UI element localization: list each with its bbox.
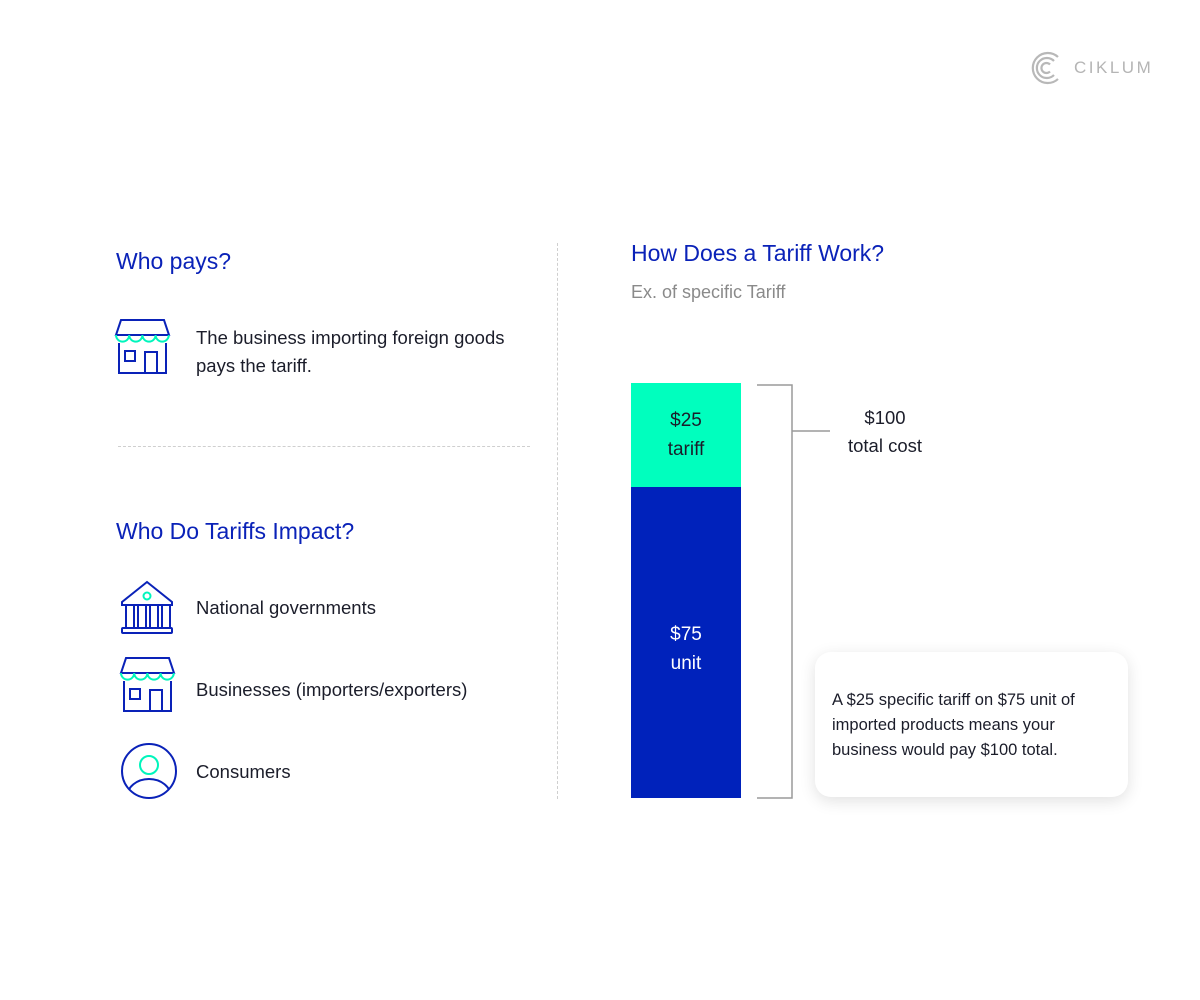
tariff-title: How Does a Tariff Work? <box>631 240 885 266</box>
ciklum-logo: CIKLUM <box>1028 50 1153 86</box>
unit-value-label: $75 <box>670 623 702 645</box>
vertical-divider <box>557 243 558 799</box>
tariff-name-label: tariff <box>667 438 705 460</box>
total-name: total cost <box>847 435 923 456</box>
impact-item-businesses: Businesses (importers/exporters) <box>196 679 468 700</box>
total-label: $100 total cost <box>835 404 935 460</box>
explanation-text: A $25 specific tariff on $75 unit of imp… <box>832 691 1075 759</box>
total-bracket <box>757 384 830 799</box>
who-pays-title: Who pays? <box>116 248 232 274</box>
impact-item-consumers: Consumers <box>196 761 291 782</box>
store-icon <box>119 657 176 712</box>
ciklum-logo-text: CIKLUM <box>1074 58 1154 77</box>
unit-bar-segment: $75 unit <box>631 486 741 798</box>
explanation-callout: A $25 specific tariff on $75 unit of imp… <box>815 652 1128 797</box>
unit-name-label: unit <box>670 652 702 674</box>
government-building-icon <box>121 580 173 634</box>
who-pays-text: The business importing foreign goods pay… <box>196 327 505 376</box>
ciklum-logo-icon <box>1031 51 1059 85</box>
store-icon <box>114 319 171 374</box>
tariff-bar-segment: $25 tariff <box>631 383 741 487</box>
total-value: $100 <box>864 407 906 428</box>
user-icon <box>121 743 177 799</box>
tariff-subtitle: Ex. of specific Tariff <box>631 282 786 302</box>
horizontal-divider <box>118 446 530 447</box>
impact-title: Who Do Tariffs Impact? <box>116 518 355 544</box>
impact-item-governments: National governments <box>196 597 376 618</box>
tariff-value-label: $25 <box>670 409 702 431</box>
